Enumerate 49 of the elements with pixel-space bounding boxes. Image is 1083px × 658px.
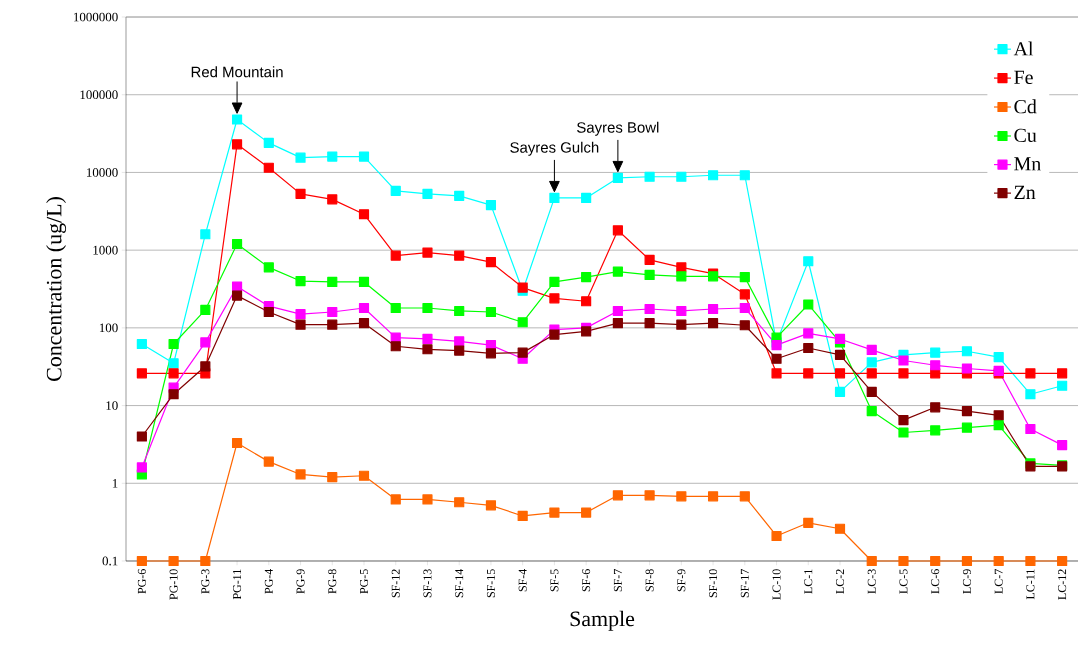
x-tick-label: SF-6 [582,569,591,592]
x-tick-label: SF-8 [645,569,654,592]
x-tick-label: LC-2 [835,569,845,594]
y-axis-title: Concentration (ug/L) [46,197,67,381]
legend-label: Cu [1014,128,1037,143]
x-tick-label: SF-9 [677,569,686,592]
x-tick-label: PG-9 [296,569,305,594]
x-tick-label: LC-6 [931,569,940,594]
x-tick-label: PG-8 [328,569,337,594]
x-tick-label: LC-11 [1026,569,1035,600]
x-tick-label: PG-6 [137,569,146,594]
x-tick-label: LC-5 [899,569,908,594]
x-tick-label: SF-14 [455,568,464,598]
y-tick-label: 10 [106,401,118,410]
x-tick-label: PG-11 [233,569,242,600]
x-tick-label: LC-10 [772,569,781,600]
x-tick-label: LC-1 [804,569,813,594]
annotation: Sayres Bowl [577,121,659,136]
y-tick-label: 100000 [80,90,118,100]
x-tick-label: SF-10 [709,569,718,598]
x-tick-label: PG-3 [201,569,210,594]
x-tick-label: LC-3 [867,569,876,594]
x-tick-label: PG-10 [169,569,178,600]
legend-label: Al [1013,41,1034,56]
y-tick-label: 1000 [93,245,118,255]
y-tick-label: 100 [99,323,118,333]
legend-label: Cd [1014,99,1037,114]
x-tick-label: PG-4 [264,568,273,594]
x-tick-label: SF-4 [518,568,527,592]
x-tick-label: SF-13 [423,569,432,598]
x-tick-label: SF-5 [550,569,559,592]
x-tick-label: LC-7 [994,569,1003,594]
annotation: Red Mountain [191,66,283,78]
annotation: Sayres Gulch [510,141,599,156]
x-tick-label: SF-17 [740,569,749,598]
x-tick-label: SF-15 [486,569,495,598]
x-axis-title: Sample [570,610,635,631]
legend-label: Mn [1014,157,1041,171]
y-tick-label: 10000 [86,168,118,177]
x-tick-label: SF-7 [613,569,622,592]
y-tick-label: 1 [112,479,118,488]
x-tick-label: LC-9 [962,569,971,594]
legend-label: Zn [1014,185,1036,199]
y-tick-label: 1000000 [74,12,118,22]
x-tick-label: PG-5 [359,569,369,594]
legend-label: Fe [1014,70,1033,85]
x-tick-label: LC-12 [1058,569,1067,600]
y-tick-label: 0.1 [102,556,118,566]
x-tick-label: SF-12 [391,569,400,598]
